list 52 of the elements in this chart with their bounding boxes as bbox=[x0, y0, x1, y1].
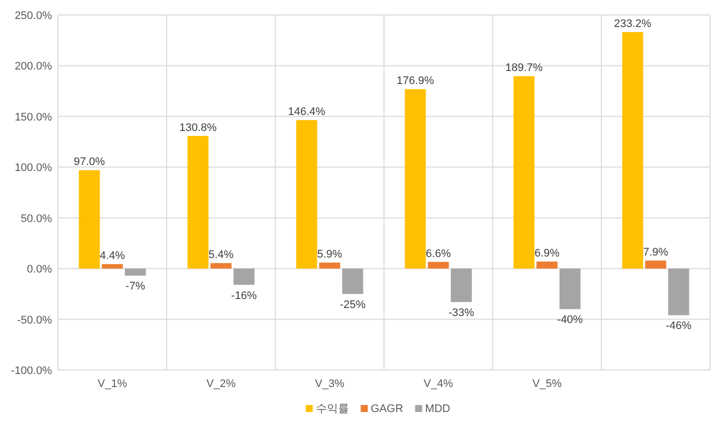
data-label: -7% bbox=[126, 280, 146, 293]
x-tick-label: V_4% bbox=[424, 378, 454, 390]
bar bbox=[404, 89, 426, 269]
bar bbox=[536, 262, 558, 269]
y-tick-label: 100.0% bbox=[14, 162, 52, 174]
y-tick-label: 250.0% bbox=[14, 10, 52, 22]
data-label: 176.9% bbox=[396, 75, 434, 88]
y-tick-label: 200.0% bbox=[14, 60, 52, 73]
data-label: -16% bbox=[231, 290, 258, 302]
x-tick-label: V_1% bbox=[98, 378, 128, 390]
bar bbox=[514, 76, 534, 269]
bar bbox=[428, 262, 449, 269]
data-label: 5.4% bbox=[208, 249, 234, 262]
legend-label: GAGR bbox=[370, 403, 404, 415]
bar bbox=[645, 260, 666, 269]
y-tick-label: 50.0% bbox=[20, 212, 52, 225]
bar bbox=[342, 268, 364, 294]
y-tick-label: 0.0% bbox=[26, 264, 52, 276]
legend-label: MDD bbox=[425, 403, 450, 415]
data-label: 146.4% bbox=[288, 106, 326, 118]
bar bbox=[210, 263, 232, 269]
y-tick-label: -100.0% bbox=[11, 365, 52, 377]
data-label: 97.0% bbox=[74, 156, 106, 168]
bar bbox=[450, 268, 472, 302]
y-tick-label: -50.0% bbox=[17, 314, 52, 326]
bar bbox=[296, 120, 318, 269]
data-label: -40% bbox=[557, 314, 584, 326]
data-label: 6.9% bbox=[534, 248, 560, 260]
data-label: 233.2% bbox=[614, 18, 652, 30]
data-label: 6.6% bbox=[426, 248, 452, 260]
y-tick-label: 150.0% bbox=[14, 111, 52, 124]
bar bbox=[319, 262, 340, 269]
bar bbox=[622, 32, 644, 269]
bar bbox=[234, 268, 254, 285]
bar bbox=[78, 170, 100, 269]
data-label: 5.9% bbox=[317, 248, 342, 261]
bar bbox=[188, 136, 208, 269]
bar bbox=[102, 264, 123, 269]
data-label: 189.7% bbox=[505, 62, 543, 74]
bar bbox=[560, 268, 580, 310]
bar bbox=[124, 268, 146, 276]
legend-label: 수익률 bbox=[316, 403, 349, 415]
bar bbox=[668, 268, 690, 316]
data-label: 7.9% bbox=[643, 246, 668, 259]
x-tick-label: V_5% bbox=[532, 378, 562, 390]
x-tick-label: V_3% bbox=[314, 378, 345, 390]
data-label: 130.8% bbox=[179, 122, 217, 134]
data-label: 4.4% bbox=[100, 250, 126, 262]
data-label: -25% bbox=[340, 298, 366, 311]
x-tick-label: V_2% bbox=[206, 378, 236, 390]
data-label: -46% bbox=[666, 320, 692, 332]
data-label: -33% bbox=[448, 307, 474, 320]
